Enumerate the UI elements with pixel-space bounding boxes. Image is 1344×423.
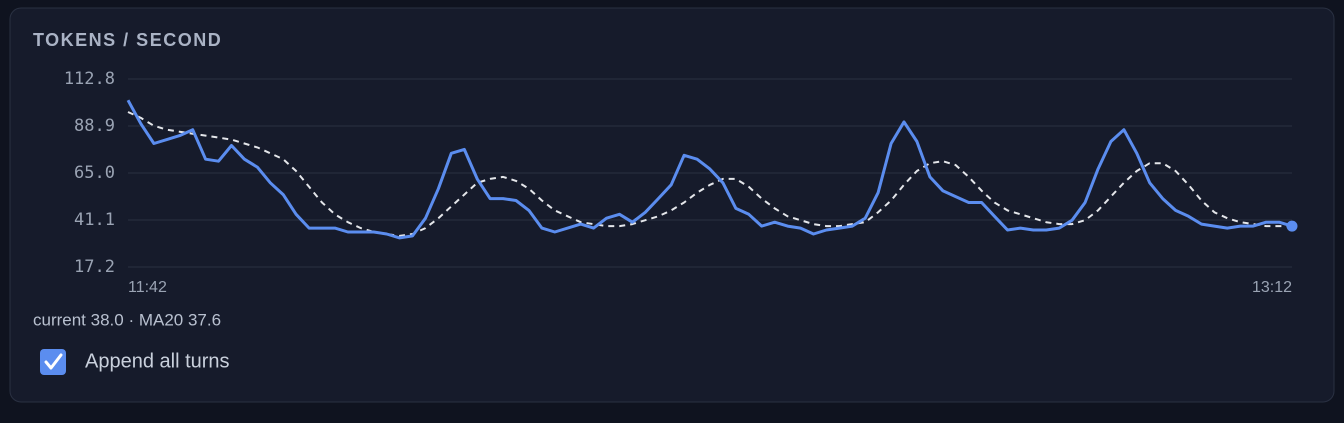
status-text: current 38.0 · MA20 37.6 [33,310,221,329]
y-tick-label: 17.2 [74,257,115,277]
x-tick-label: 13:12 [1252,279,1292,296]
y-tick-label: 88.9 [74,116,115,136]
panel-title: TOKENS / SECOND [33,30,222,50]
x-tick-label: 11:42 [128,279,167,296]
y-tick-label: 41.1 [74,210,115,230]
plot: 112.8 88.9 65.0 41.1 17.2 11:42 13:12 [64,69,1298,296]
checkmark [44,353,63,370]
checkbox-box[interactable] [40,349,66,375]
data-line [126,99,1293,240]
y-tick-label: 65.0 [74,163,115,183]
checkbox[interactable] [40,349,66,375]
end-marker [1286,220,1298,232]
card [9,7,1335,403]
checkbox-label[interactable]: Append all turns [85,350,230,372]
average-line [127,111,1292,237]
y-tick-label: 112.8 [64,69,115,89]
